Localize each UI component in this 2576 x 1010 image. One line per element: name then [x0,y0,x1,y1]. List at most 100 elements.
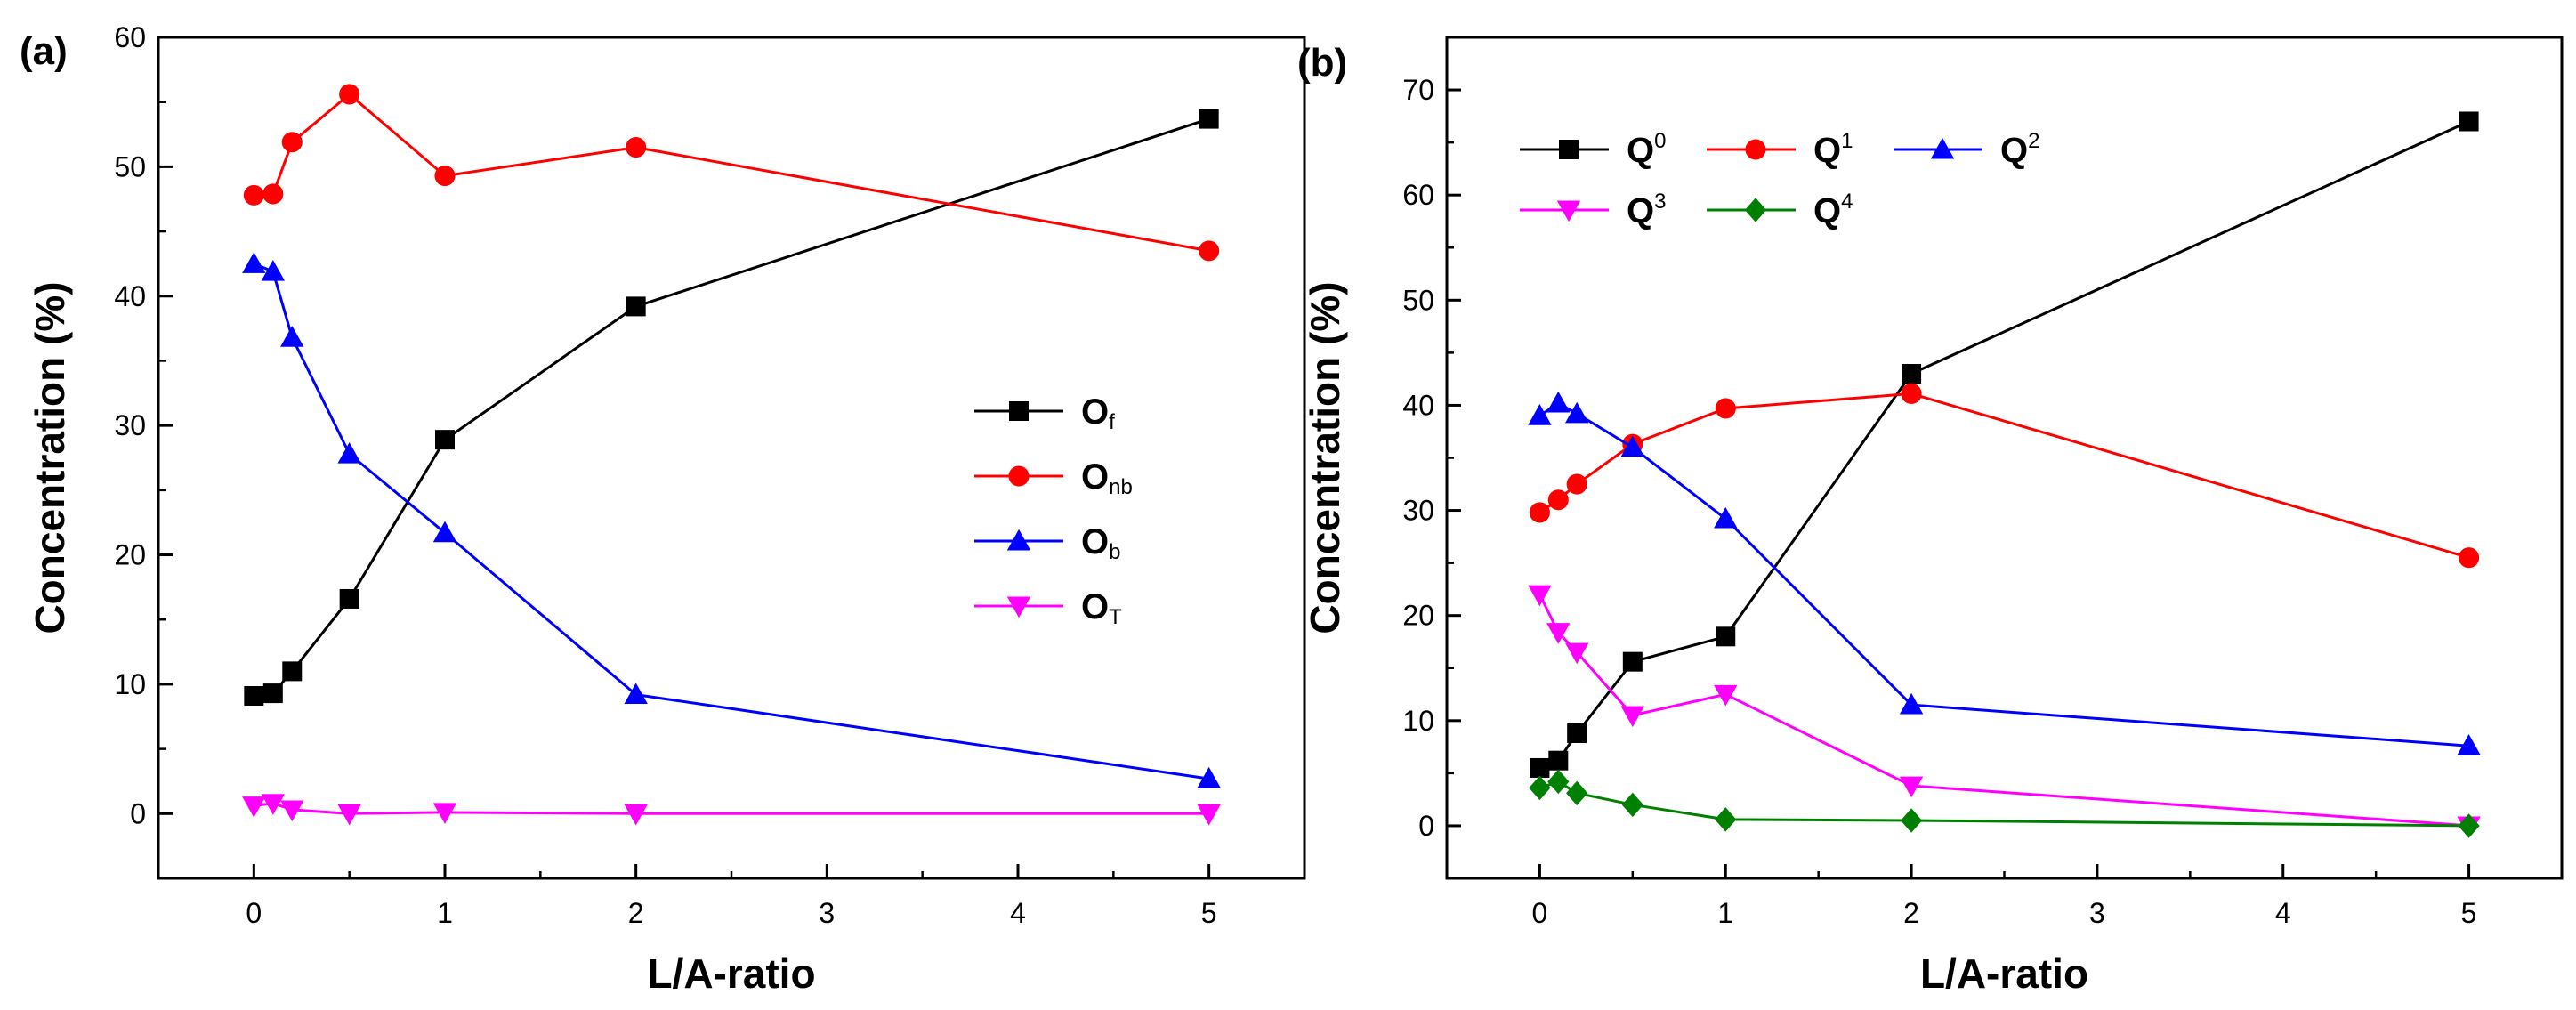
series-Q4 [1529,769,2480,838]
y-tick-label: 50 [1402,284,1434,316]
y-tick-label: 20 [1402,600,1434,632]
y-tick-label: 10 [1402,705,1434,737]
x-tick-label: 2 [1903,897,1919,929]
legend-label: Q4 [1813,190,1853,230]
legend-label: Of [1081,392,1115,434]
data-point [243,184,264,206]
series-line [254,802,1209,815]
legend-label: Ob [1081,522,1120,564]
x-tick-label: 4 [2275,897,2291,929]
data-point [1620,435,1645,457]
y-tick-label: 30 [114,409,146,441]
legend-label-sub: b [1109,540,1120,564]
series-line [1538,401,2469,747]
data-point [1566,780,1588,806]
legend-marker [1006,529,1031,551]
data-point [261,259,285,281]
data-point [432,803,457,825]
y-tick-label: 40 [114,280,146,312]
x-axis-title: L/A-ratio [647,950,815,997]
data-point [1197,766,1221,788]
legend-label-base: Q [1627,191,1654,230]
y-axis-title: Concentration (%) [1302,281,1348,634]
data-point [1546,391,1571,413]
series-Q0 [1530,111,2479,778]
data-point [1621,792,1643,818]
legend-label-sub: T [1109,605,1122,629]
legend-label-base: O [1081,457,1109,497]
y-tick-label: 0 [1418,810,1434,842]
legend-label-base: Q [1627,131,1654,170]
data-point [242,796,266,818]
legend-marker [1006,596,1031,618]
legend-label-sup: 1 [1841,129,1853,153]
x-tick-label: 2 [628,897,644,929]
legend-label-base: O [1081,522,1109,562]
series-line [1538,392,2470,560]
series-Ob [242,252,1221,788]
x-tick-label: 3 [2089,897,2105,929]
data-point [261,794,285,815]
legend-label: Q3 [1627,190,1666,230]
data-point [1199,240,1220,262]
legend-label: OT [1081,587,1122,629]
data-point [1567,723,1587,743]
series-Q3 [1528,585,2481,838]
data-point [281,132,303,153]
data-point [626,296,646,317]
data-point [1900,808,1923,833]
data-point [1548,750,1569,771]
legend-marker [1745,139,1766,160]
data-point [282,661,303,682]
data-point [1530,757,1550,778]
y-tick-label: 40 [1402,389,1434,421]
y-tick-label: 10 [114,668,146,700]
data-point [337,804,361,826]
series-line [1538,780,2469,828]
data-point [1622,651,1643,672]
y-tick-label: 60 [114,21,146,53]
data-point [432,521,457,543]
data-point [1529,775,1551,801]
data-point [244,686,264,707]
data-point [1714,506,1738,529]
y-tick-label: 0 [130,797,146,829]
data-point [339,84,360,105]
legend-label: Onb [1081,457,1133,499]
data-point [2459,547,2480,569]
series-Of [244,109,1219,707]
data-point [242,252,266,273]
data-point [1715,398,1736,419]
legend-label-sup: 3 [1654,190,1666,214]
data-point [1564,642,1589,665]
data-point [1197,804,1221,826]
chart-panel-a: (a) 0 10 20 30 40 50 60 0 1 2 3 4 5 L/A-ratio Concentra… [20,21,1306,997]
x-tick-label: 5 [1201,897,1217,929]
data-point [1902,364,1922,384]
data-point [1715,807,1737,832]
data-point [1714,684,1738,707]
legend-label-base: Q [2000,131,2028,170]
data-point [1547,489,1569,511]
series-Q1 [1529,383,2480,569]
y-tick-label: 70 [1402,74,1434,106]
data-point [434,166,456,187]
x-tick-label: 4 [1010,897,1026,929]
legend-label-sup: 0 [1654,129,1666,153]
legend-marker [1008,465,1030,487]
data-point [626,137,647,158]
data-point [1566,473,1587,495]
legend-marker [1009,401,1029,421]
series-line [254,117,1210,698]
series-line [254,93,1209,253]
series-line [1538,120,2470,770]
data-point [1547,769,1570,795]
legend-label-base: O [1081,392,1109,432]
data-point [1899,776,1924,798]
data-point [1899,692,1924,715]
series-Onb [243,84,1220,262]
y-axis-title: Concentration (%) [27,281,73,634]
data-point [1546,623,1571,644]
data-point [262,183,284,205]
x-tick-label: 1 [1717,897,1733,929]
